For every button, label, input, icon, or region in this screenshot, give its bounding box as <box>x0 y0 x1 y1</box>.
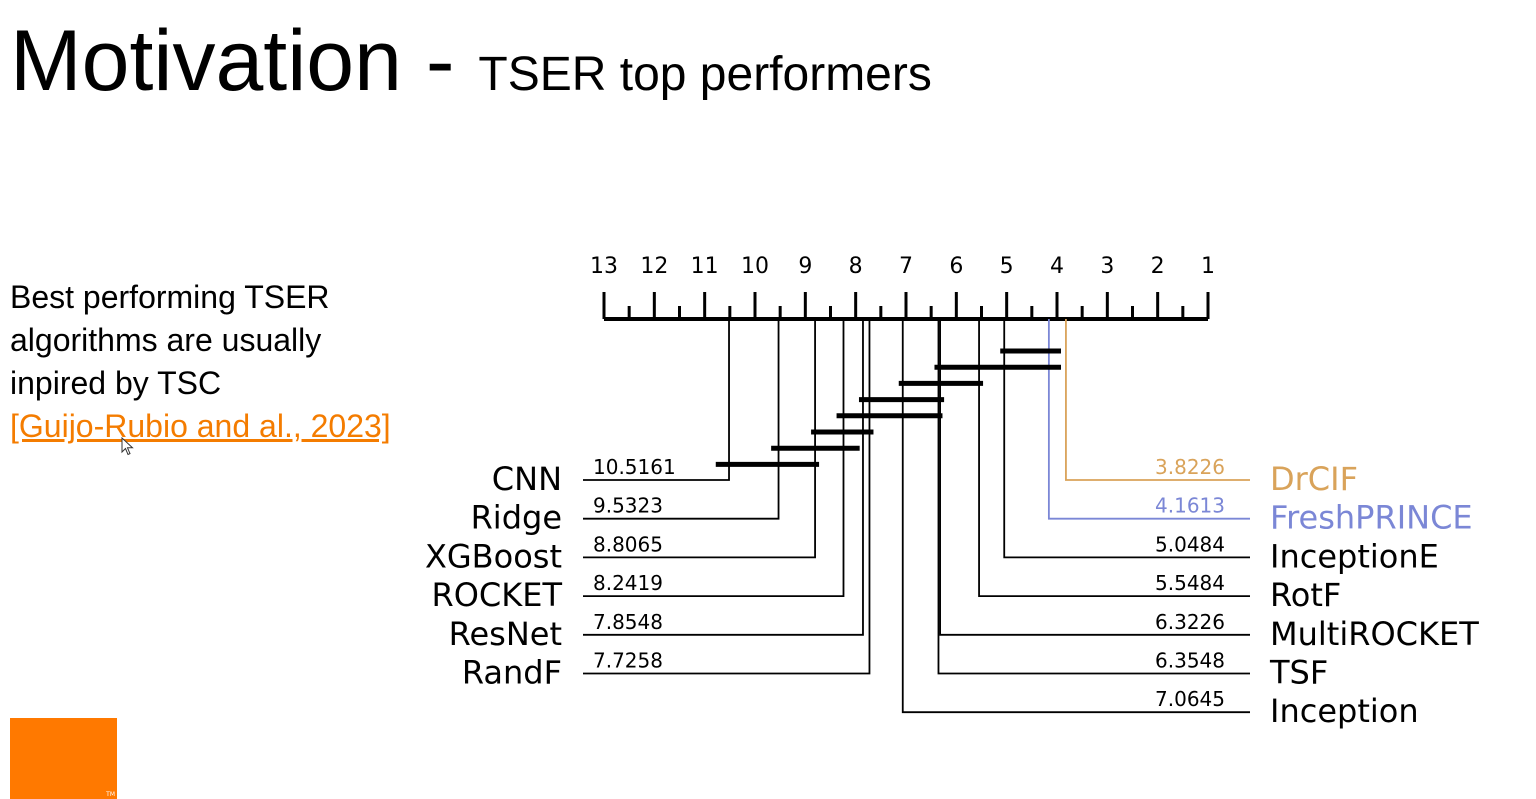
logo-tm-mark: TM <box>106 791 115 798</box>
rank-value-label: 9.5323 <box>593 494 663 518</box>
method-connector <box>1003 319 1250 559</box>
method-label: XGBoost <box>425 537 562 575</box>
rank-value-label: 3.8226 <box>1155 455 1225 479</box>
method-connector <box>583 319 864 636</box>
body-line-3: inpired by TSC <box>10 365 222 401</box>
method-label: FreshPRINCE <box>1270 499 1473 537</box>
rank-value-label: 7.7258 <box>593 649 663 673</box>
tick-label: 7 <box>899 254 913 279</box>
tick-label: 3 <box>1100 254 1114 279</box>
method-label: DrCIF <box>1270 460 1358 498</box>
mouse-pointer-icon <box>121 436 135 462</box>
method-label: RandF <box>462 654 562 692</box>
title-subtitle: TSER top performers <box>478 48 932 101</box>
tick-label: 13 <box>590 254 618 279</box>
rank-value-label: 10.5161 <box>593 455 676 479</box>
method-connector <box>583 319 845 597</box>
method-label: Ridge <box>471 499 562 537</box>
tick-label: 10 <box>741 254 769 279</box>
tick-label: 9 <box>798 254 812 279</box>
rank-value-label: 7.0645 <box>1155 687 1225 711</box>
rank-value-label: 8.8065 <box>593 532 663 556</box>
method-connector <box>1065 319 1250 481</box>
method-connector <box>583 319 871 675</box>
tick-label: 12 <box>640 254 668 279</box>
method-connector <box>978 319 1250 597</box>
method-label: RotF <box>1270 576 1341 614</box>
tick-label: 8 <box>849 254 863 279</box>
method-connector <box>1047 319 1250 520</box>
rank-value-label: 6.3548 <box>1155 649 1225 673</box>
rank-value-label: 4.1613 <box>1155 494 1225 518</box>
tick-label: 6 <box>949 254 963 279</box>
citation-link[interactable]: [Guijo-Rubio and al., 2023] <box>10 408 391 444</box>
tick-label: 11 <box>691 254 719 279</box>
method-label: Inception <box>1270 692 1419 730</box>
method-label: ROCKET <box>431 576 562 614</box>
tick-label: 1 <box>1201 254 1215 279</box>
title-main: Motivation - <box>10 13 479 109</box>
method-connector <box>901 319 1250 714</box>
tick-label: 5 <box>1000 254 1014 279</box>
method-label: TSF <box>1269 654 1328 692</box>
method-connector <box>937 319 1250 675</box>
method-label: CNN <box>492 460 562 498</box>
rank-value-label: 6.3226 <box>1155 610 1225 634</box>
method-label: InceptionE <box>1270 537 1439 575</box>
method-connector <box>583 319 780 520</box>
slide-title: Motivation - TSER top performers <box>10 18 932 104</box>
orange-logo: TM <box>10 718 117 799</box>
method-connector <box>583 319 816 559</box>
rank-value-label: 8.2419 <box>593 571 663 595</box>
rank-value-label: 5.5484 <box>1155 571 1225 595</box>
method-label: MultiROCKET <box>1270 615 1479 653</box>
tick-label: 2 <box>1151 254 1165 279</box>
method-label: ResNet <box>449 615 562 653</box>
rank-value-label: 7.8548 <box>593 610 663 634</box>
method-connector <box>939 319 1250 636</box>
method-connector <box>583 319 730 481</box>
rank-value-label: 5.0484 <box>1155 532 1225 556</box>
body-line-2: algorithms are usually <box>10 322 322 358</box>
tick-label: 4 <box>1050 254 1064 279</box>
body-line-1: Best performing TSER <box>10 279 330 315</box>
body-text: Best performing TSER algorithms are usua… <box>10 276 410 448</box>
